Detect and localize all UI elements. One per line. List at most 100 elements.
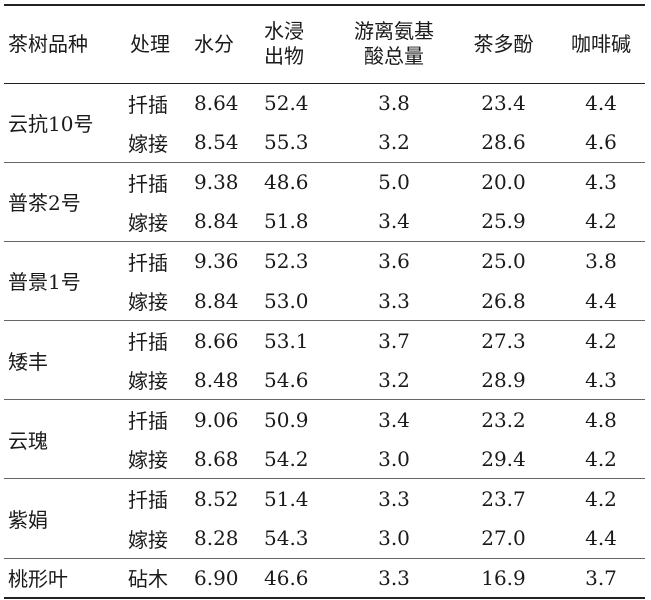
cell-extract: 51.4 [264, 486, 309, 511]
cell-process: 嫁接 [128, 210, 168, 235]
cell-amino: 3.3 [378, 565, 410, 590]
cell-variety: 普景1号 [8, 270, 81, 295]
cell-amino: 3.3 [378, 288, 410, 313]
table-row: 嫁接 8.28 54.3 3.0 27.0 4.4 [4, 519, 645, 559]
cell-polyphenol: 29.4 [481, 446, 526, 471]
cell-caffeine: 4.6 [585, 130, 617, 155]
cell-process: 扦插 [128, 330, 168, 355]
cell-caffeine: 4.4 [585, 526, 617, 551]
cell-process: 嫁接 [128, 527, 168, 552]
cell-extract: 51.8 [264, 209, 309, 234]
table-row: 云瑰 扦插 9.06 50.9 3.4 23.2 4.8 [4, 399, 645, 453]
table-row: 嫁接 8.84 51.8 3.4 25.9 4.2 [4, 202, 645, 242]
cell-water: 8.66 [194, 328, 239, 353]
header-variety: 茶树品种 [8, 31, 88, 56]
header-process: 处理 [130, 31, 170, 56]
cell-extract: 55.3 [264, 130, 309, 155]
cell-amino: 3.6 [378, 249, 410, 274]
cell-variety: 紫娟 [8, 508, 48, 533]
table-body: 云抗10号 扦插 8.64 52.4 3.8 23.4 4.4 嫁接 8.54 55.3 3.2 28… [4, 83, 645, 598]
cell-amino: 3.2 [378, 367, 410, 392]
cell-water: 8.52 [194, 486, 239, 511]
table-row: 嫁接 8.48 54.6 3.2 28.9 4.3 [4, 360, 645, 400]
cell-water: 8.64 [194, 91, 239, 116]
table-row: 嫁接 8.84 53.0 3.3 26.8 4.4 [4, 281, 645, 321]
cell-extract: 53.1 [264, 328, 309, 353]
header-amino-line1: 游离氨基 [354, 19, 434, 44]
cell-polyphenol: 20.0 [481, 170, 526, 195]
cell-polyphenol: 23.7 [481, 486, 526, 511]
cell-extract: 48.6 [264, 170, 309, 195]
header-amino: 游离氨基 酸总量 [338, 5, 450, 83]
table-row: 嫁接 8.68 54.2 3.0 29.4 4.2 [4, 439, 645, 479]
table-row: 普茶2号 扦插 9.38 48.6 5.0 20.0 4.3 [4, 162, 645, 215]
cell-process: 嫁接 [128, 369, 168, 394]
cell-polyphenol: 27.0 [481, 526, 526, 551]
header-caffeine: 咖啡碱 [571, 31, 631, 56]
table-row: 云抗10号 扦插 8.64 52.4 3.8 23.4 4.4 [4, 83, 645, 136]
header-extract-line2: 出物 [264, 44, 304, 69]
cell-polyphenol: 23.2 [481, 407, 526, 432]
cell-amino: 3.8 [378, 91, 410, 116]
cell-process: 扦插 [128, 171, 168, 196]
header-water: 水分 [194, 31, 234, 56]
tea-composition-table: 茶树品种 处理 水分 水浸 出物 游离氨基 酸总量 茶多酚 咖啡碱 云抗10号扦… [4, 4, 645, 599]
header-extract-line1: 水浸 [264, 19, 304, 44]
cell-process: 嫁接 [128, 448, 168, 473]
cell-water: 6.90 [194, 565, 239, 590]
cell-water: 8.84 [194, 209, 239, 234]
cell-amino: 3.4 [378, 209, 410, 234]
cell-caffeine: 4.3 [585, 170, 617, 195]
cell-process: 嫁接 [128, 131, 168, 156]
cell-variety: 云抗10号 [8, 112, 94, 137]
cell-polyphenol: 28.9 [481, 367, 526, 392]
cell-process: 扦插 [128, 92, 168, 117]
cell-extract: 50.9 [264, 407, 309, 432]
cell-polyphenol: 25.9 [481, 209, 526, 234]
cell-extract: 46.6 [264, 565, 309, 590]
cell-water: 9.38 [194, 170, 239, 195]
cell-extract: 52.3 [264, 249, 309, 274]
cell-extract: 54.3 [264, 526, 309, 551]
table-row: 普景1号 扦插 9.36 52.3 3.6 25.0 3.8 [4, 241, 645, 294]
cell-polyphenol: 26.8 [481, 288, 526, 313]
cell-water: 8.28 [194, 526, 239, 551]
cell-water: 8.84 [194, 288, 239, 313]
table-row: 矮丰 扦插 8.66 53.1 3.7 27.3 4.2 [4, 320, 645, 374]
cell-polyphenol: 25.0 [481, 249, 526, 274]
table-row: 嫁接 8.54 55.3 3.2 28.6 4.6 [4, 123, 645, 163]
cell-caffeine: 4.8 [585, 407, 617, 432]
table-row: 紫娟 扦插 8.52 51.4 3.3 23.7 4.2 [4, 478, 645, 532]
cell-caffeine: 4.2 [585, 486, 617, 511]
cell-process: 扦插 [128, 488, 168, 513]
cell-extract: 53.0 [264, 288, 309, 313]
cell-caffeine: 4.4 [585, 288, 617, 313]
cell-amino: 3.2 [378, 130, 410, 155]
cell-process: 砧木 [128, 567, 168, 592]
cell-amino: 3.0 [378, 526, 410, 551]
cell-extract: 54.2 [264, 446, 309, 471]
header-extract: 水浸 出物 [260, 5, 338, 83]
cell-variety: 普茶2号 [8, 191, 81, 216]
cell-caffeine: 4.2 [585, 209, 617, 234]
cell-polyphenol: 28.6 [481, 130, 526, 155]
cell-polyphenol: 23.4 [481, 91, 526, 116]
cell-process: 扦插 [128, 250, 168, 275]
cell-caffeine: 4.4 [585, 91, 617, 116]
cell-polyphenol: 27.3 [481, 328, 526, 353]
cell-amino: 3.4 [378, 407, 410, 432]
cell-variety: 桃形叶 [8, 567, 68, 592]
cell-water: 9.06 [194, 407, 239, 432]
cell-amino: 3.7 [378, 328, 410, 353]
header-amino-line2: 酸总量 [364, 44, 424, 69]
cell-water: 8.54 [194, 130, 239, 155]
cell-amino: 5.0 [378, 170, 410, 195]
cell-caffeine: 4.3 [585, 367, 617, 392]
cell-polyphenol: 16.9 [481, 565, 526, 590]
cell-amino: 3.0 [378, 446, 410, 471]
table-row: 桃形叶 砧木 6.90 46.6 3.3 16.9 3.7 [4, 558, 645, 598]
table-header: 茶树品种 处理 水分 水浸 出物 游离氨基 酸总量 茶多酚 咖啡碱 [4, 5, 645, 83]
cell-variety: 云瑰 [8, 428, 48, 453]
cell-process: 扦插 [128, 409, 168, 434]
cell-water: 9.36 [194, 249, 239, 274]
